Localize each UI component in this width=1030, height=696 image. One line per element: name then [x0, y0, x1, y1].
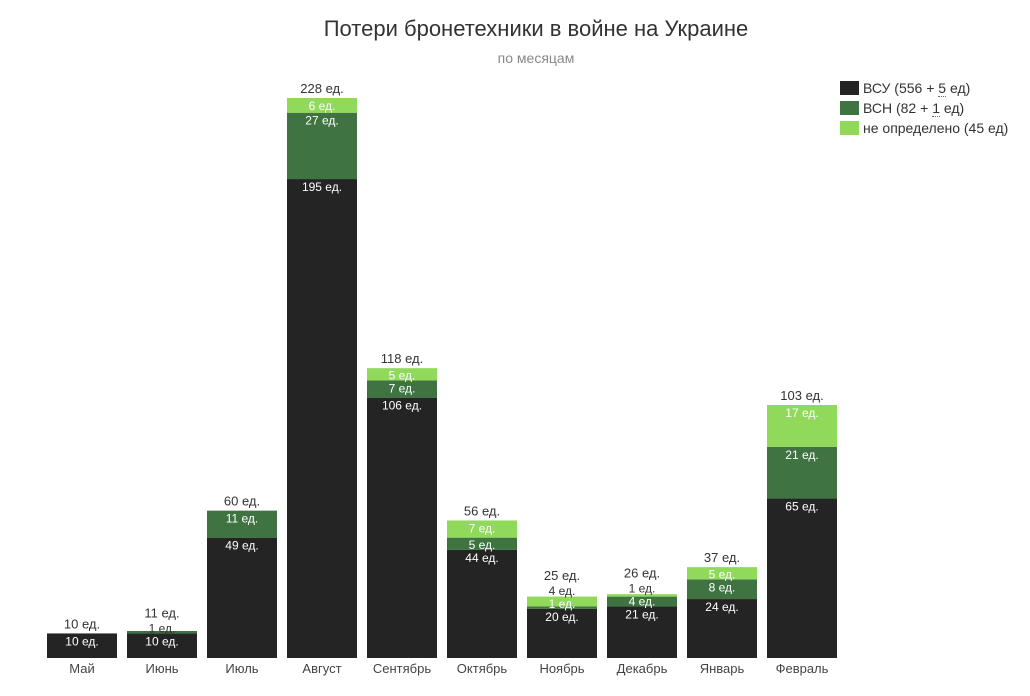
x-tick-label: Июнь — [145, 661, 178, 676]
bar-segment — [527, 606, 597, 609]
legend-swatch — [840, 81, 859, 95]
x-tick-label: Декабрь — [617, 661, 668, 676]
bar-segment — [447, 537, 517, 550]
data-label: 6 ед. — [309, 99, 336, 113]
data-label: 21 ед. — [625, 607, 658, 621]
total-label: 118 ед. — [381, 351, 423, 366]
total-label: 10 ед. — [64, 616, 100, 631]
data-label: 5 ед. — [469, 538, 496, 552]
bar-segment — [687, 579, 757, 600]
data-label: 17 ед. — [785, 406, 818, 420]
legend-label: ВСУ (556 + 5 ед) — [863, 80, 971, 97]
data-label: 10 ед. — [145, 634, 178, 648]
data-label: 4 ед. — [549, 584, 576, 598]
x-tick-label: Август — [302, 661, 341, 676]
legend-link[interactable]: 1 — [932, 100, 940, 117]
x-tick-label: Февраль — [776, 661, 829, 676]
bar-segment — [47, 633, 117, 658]
legend-item-vsu[interactable]: ВСУ (556 + 5 ед) — [840, 78, 1008, 98]
total-label: 11 ед. — [144, 605, 179, 620]
bar-segment — [127, 633, 197, 658]
total-label: 37 ед. — [704, 550, 740, 565]
data-label: 1 ед. — [629, 581, 656, 595]
x-tick-label: Октябрь — [457, 661, 508, 676]
data-label: 4 ед. — [629, 594, 656, 608]
legend-item-vsn[interactable]: ВСН (82 + 1 ед) — [840, 98, 1008, 118]
data-label: 7 ед. — [389, 381, 416, 395]
data-label: 11 ед. — [226, 512, 259, 526]
data-label: 5 ед. — [389, 368, 416, 382]
total-label: 60 ед. — [224, 494, 260, 509]
x-tick-label: Июль — [225, 661, 258, 676]
bar-segment — [767, 498, 837, 658]
data-label: 5 ед. — [709, 567, 736, 581]
chart-title: Потери бронетехники в войне на Украине — [323, 16, 749, 41]
bar-segment — [367, 380, 437, 398]
x-tick-label: Ноябрь — [539, 661, 584, 676]
x-tick-label: Январь — [700, 661, 745, 676]
total-label: 26 ед. — [624, 565, 660, 580]
bar-segment — [287, 98, 357, 113]
legend-label: ВСН (82 + 1 ед) — [863, 100, 965, 117]
bar-segment — [447, 549, 517, 658]
x-tick-label: Сентябрь — [373, 661, 431, 676]
legend-label: не определено (45 ед) — [863, 120, 1009, 136]
bar-segment — [767, 446, 837, 499]
data-label: 10 ед. — [65, 634, 98, 648]
data-label: 49 ед. — [225, 539, 258, 553]
chart-subtitle: по месяцам — [497, 50, 575, 66]
total-label: 56 ед. — [464, 503, 500, 518]
data-label: 21 ед. — [785, 448, 818, 462]
legend-item-undetermined[interactable]: не определено (45 ед) — [840, 118, 1008, 138]
bar-segment — [367, 397, 437, 658]
bar-segment — [687, 599, 757, 658]
data-label: 7 ед. — [469, 521, 496, 535]
legend: ВСУ (556 + 5 ед) ВСН (82 + 1 ед) не опре… — [840, 78, 1008, 138]
bar-segment — [287, 112, 357, 180]
bar-segment — [367, 368, 437, 381]
legend-swatch — [840, 121, 859, 135]
bar-segment — [527, 608, 597, 658]
data-label: 1 ед. — [549, 597, 576, 611]
bar-segment — [127, 630, 197, 634]
total-label: 228 ед. — [300, 81, 343, 96]
bar-segment — [767, 405, 837, 447]
data-label: 195 ед. — [302, 180, 342, 194]
bar-segment — [607, 606, 677, 658]
bar-segment — [207, 510, 277, 538]
legend-link[interactable]: 5 — [938, 80, 947, 97]
bar-segment — [607, 594, 677, 597]
data-label: 27 ед. — [305, 114, 338, 128]
data-label: 1 ед. — [149, 621, 176, 635]
data-label: 24 ед. — [705, 600, 738, 614]
total-label: 25 ед. — [544, 568, 580, 583]
total-label: 103 ед. — [780, 388, 823, 403]
bar-segment — [527, 596, 597, 607]
x-tick-label: Май — [69, 661, 94, 676]
data-label: 106 ед. — [382, 399, 422, 413]
bar-segment — [207, 537, 277, 658]
data-label: 20 ед. — [545, 610, 578, 624]
bar-segment — [607, 596, 677, 607]
data-label: 8 ед. — [709, 580, 736, 594]
bar-segment — [287, 179, 357, 659]
bar-segment — [687, 567, 757, 580]
legend-swatch — [840, 101, 859, 115]
bar-segment — [447, 520, 517, 538]
data-label: 65 ед. — [785, 499, 818, 513]
data-label: 44 ед. — [465, 551, 498, 565]
